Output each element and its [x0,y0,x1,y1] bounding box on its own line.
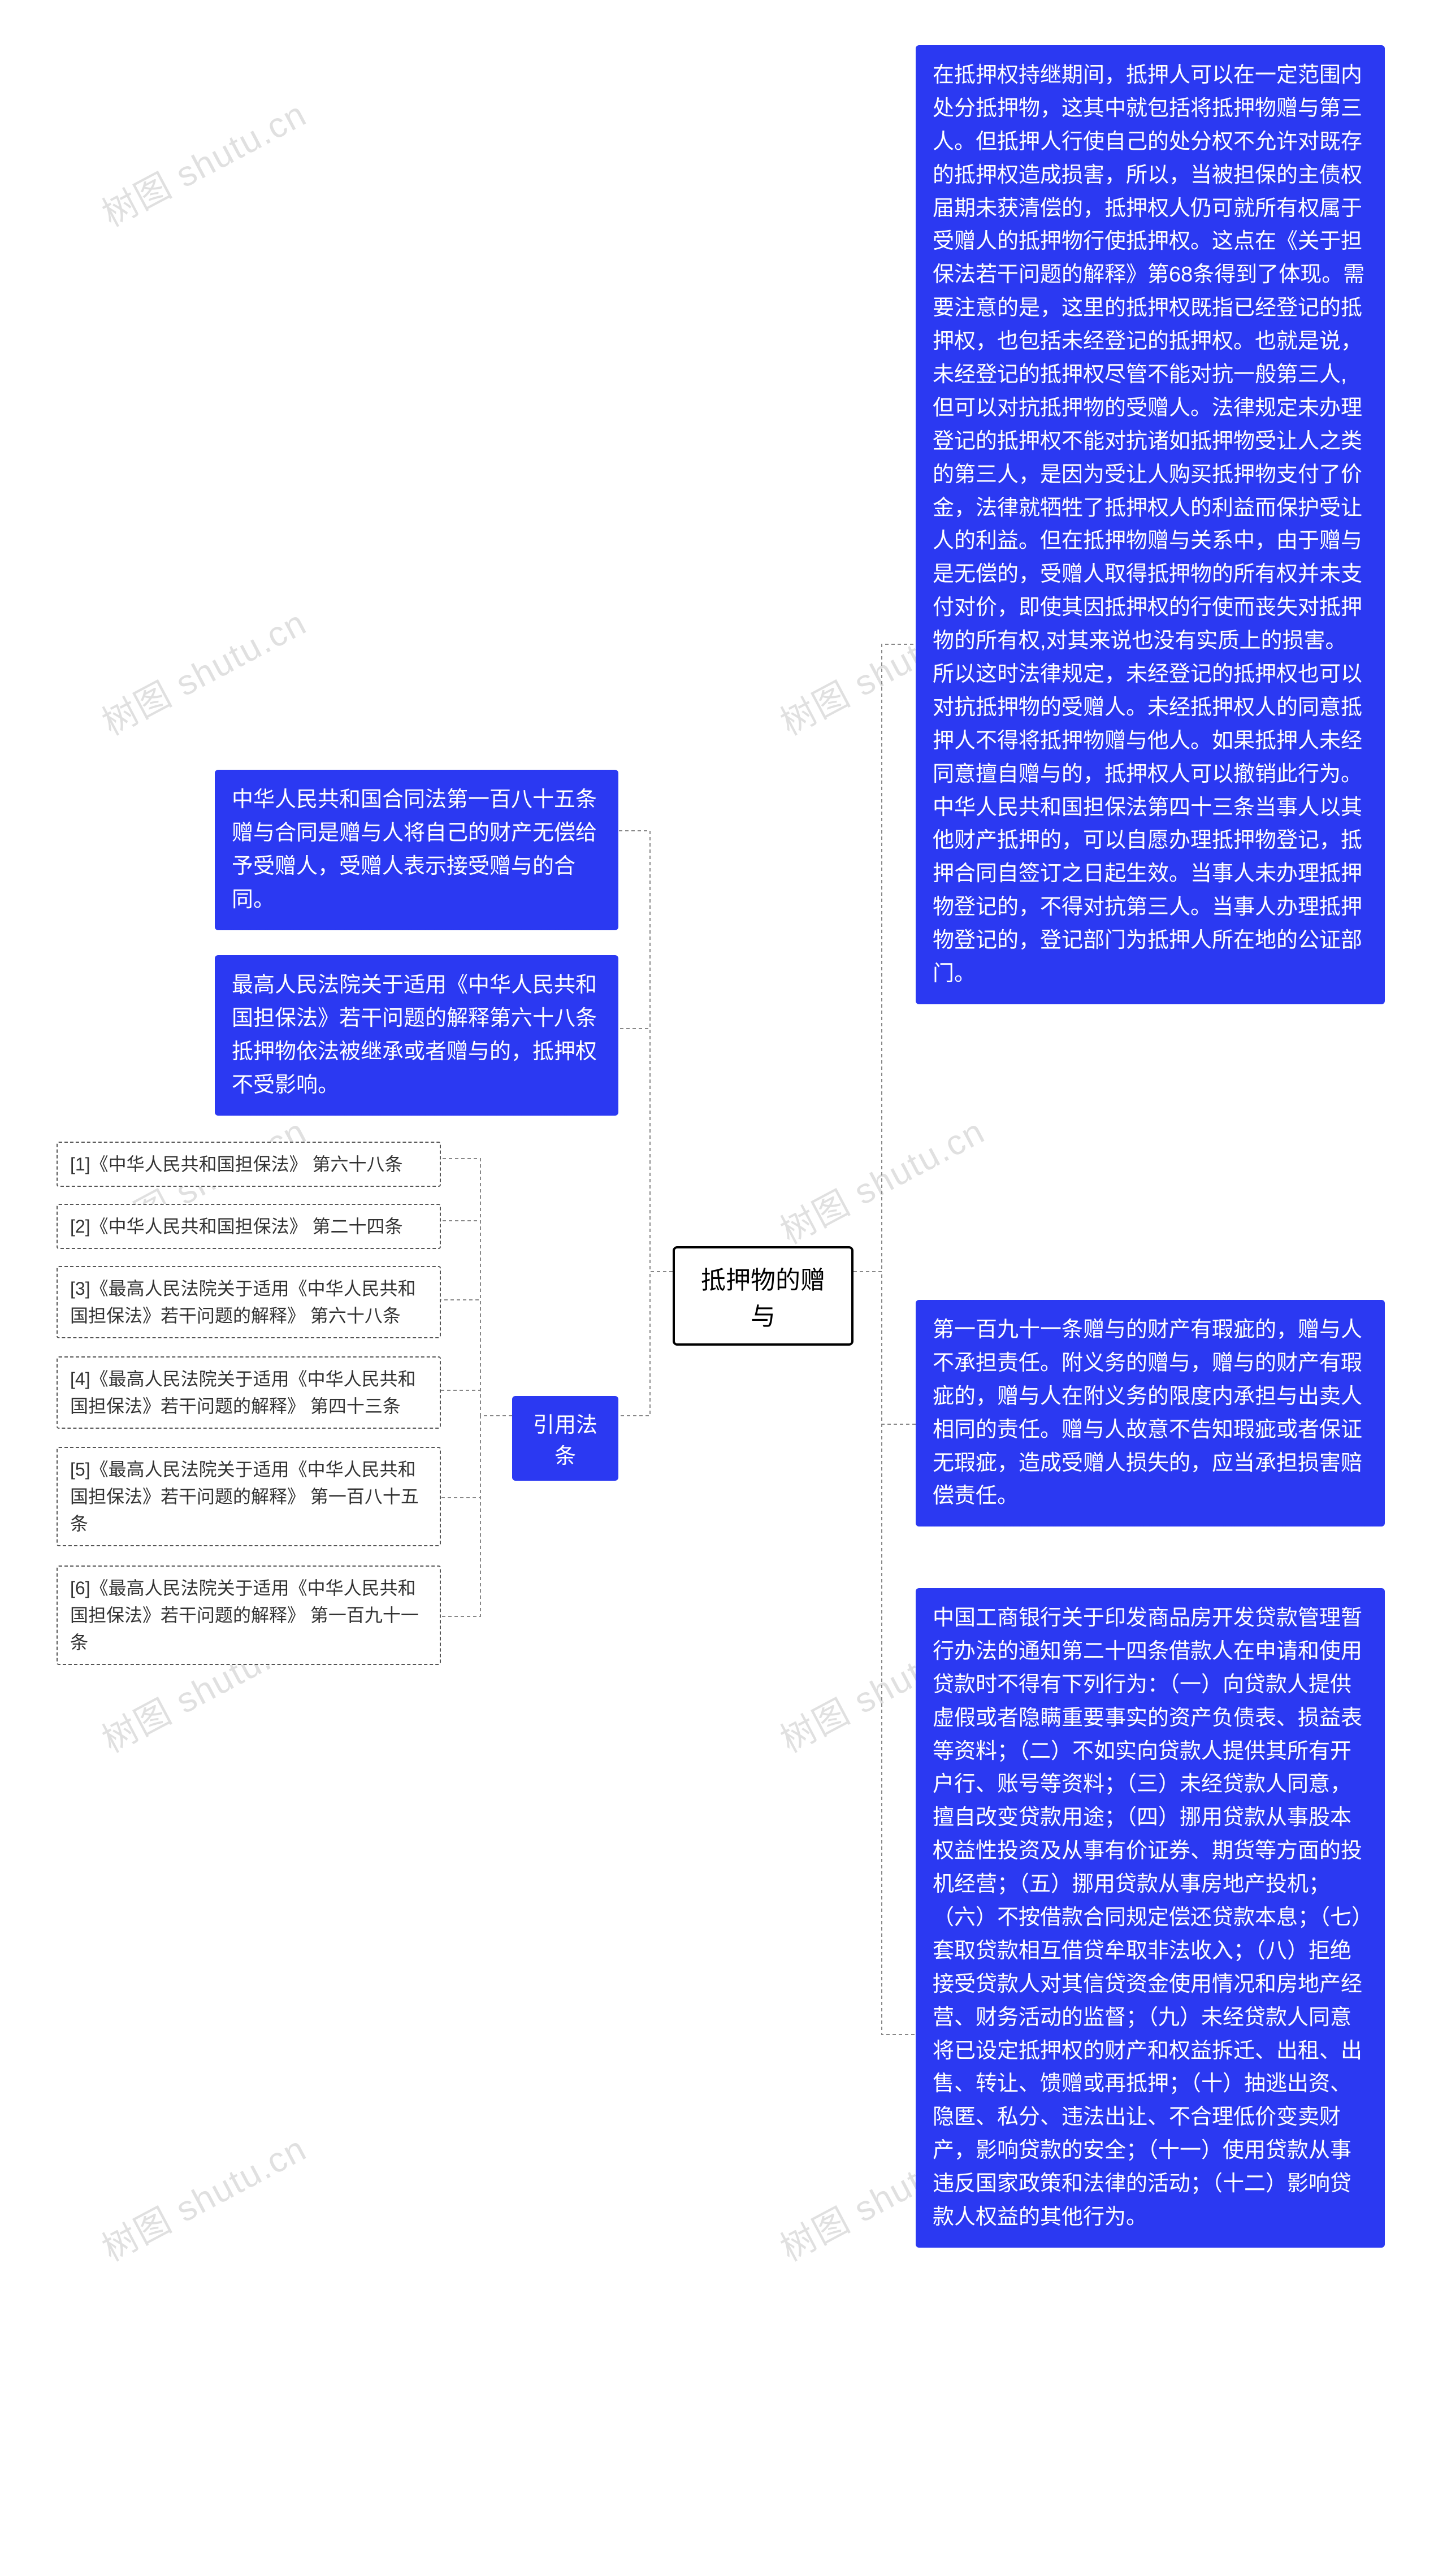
cite-node-3[interactable]: [3]《最高人民法院关于适用《中华人民共和国担保法》若干问题的解释》 第六十八条 [57,1266,441,1338]
cite-node-5[interactable]: [5]《最高人民法院关于适用《中华人民共和国担保法》若干问题的解释》 第一百八十… [57,1447,441,1546]
left-node-guarantee-law-68[interactable]: 最高人民法院关于适用《中华人民共和国担保法》若干问题的解释第六十八条抵押物依法被… [215,955,618,1116]
watermark: 树图 shutu.cn [92,86,314,236]
root-node[interactable]: 抵押物的赠与 [673,1246,854,1346]
right-node-main-explanation[interactable]: 在抵押权持继期间，抵押人可以在一定范围内处分抵押物，这其中就包括将抵押物赠与第三… [916,45,1385,1004]
left-node-contract-law-185[interactable]: 中华人民共和国合同法第一百八十五条赠与合同是赠与人将自己的财产无偿给予受赠人，受… [215,770,618,930]
cite-node-1[interactable]: [1]《中华人民共和国担保法》 第六十八条 [57,1142,441,1187]
right-node-article-191[interactable]: 第一百九十一条赠与的财产有瑕疵的，赠与人不承担责任。附义务的赠与，赠与的财产有瑕… [916,1300,1385,1526]
watermark: 树图 shutu.cn [92,2120,314,2271]
right-node-icbc-notice-24[interactable]: 中国工商银行关于印发商品房开发贷款管理暂行办法的通知第二十四条借款人在申请和使用… [916,1588,1385,2248]
watermark: 树图 shutu.cn [92,595,314,745]
watermark: 树图 shutu.cn [770,1103,992,1254]
cite-node-2[interactable]: [2]《中华人民共和国担保法》 第二十四条 [57,1204,441,1249]
cite-node-6[interactable]: [6]《最高人民法院关于适用《中华人民共和国担保法》若干问题的解释》 第一百九十… [57,1565,441,1665]
cite-node-4[interactable]: [4]《最高人民法院关于适用《中华人民共和国担保法》若干问题的解释》 第四十三条 [57,1356,441,1429]
cite-label-node[interactable]: 引用法条 [512,1396,618,1481]
